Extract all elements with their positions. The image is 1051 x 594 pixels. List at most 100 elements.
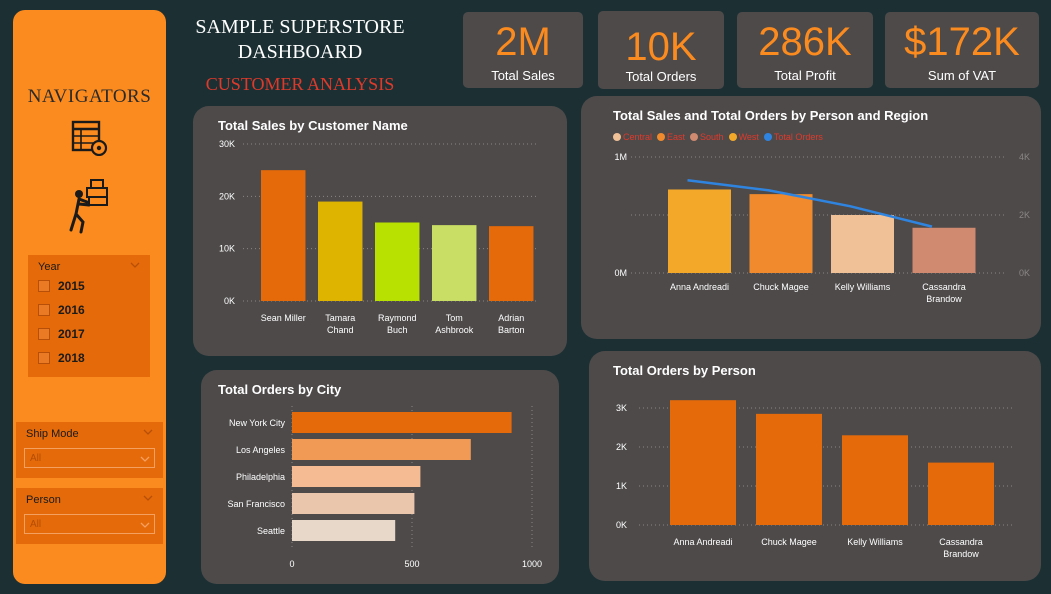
year-slicer: Year 2015 2016 2017 2018 <box>28 255 150 377</box>
legend-label: East <box>667 132 686 142</box>
bar <box>292 520 396 541</box>
chevron-down-icon[interactable] <box>143 428 153 436</box>
x-tick-label: Kelly Williams <box>835 282 891 292</box>
bar <box>375 222 420 301</box>
legend-label: West <box>738 132 759 142</box>
kpi-total-profit: 286K Total Profit <box>737 12 873 88</box>
x-tick-label: Adrian <box>498 313 524 323</box>
bar <box>912 227 976 273</box>
orders-by-city-panel[interactable]: Total Orders by City 0 500 1000 New York Ci… <box>201 370 559 584</box>
x-tick-label: 0 <box>289 559 294 569</box>
x-tick-label: Brandow <box>943 549 979 559</box>
dashboard-subtitle: CUSTOMER ANALYSIS <box>205 74 395 94</box>
legend-item[interactable]: West <box>728 132 759 142</box>
y-tick-label: 0M <box>614 268 627 278</box>
kpi-value: $172K <box>904 20 1020 64</box>
x-tick-label: Brandow <box>926 294 962 304</box>
dashboard-title-line1: SAMPLE SUPERSTORE <box>195 16 405 38</box>
navigators-title: NAVIGATORS <box>27 86 152 107</box>
ship-mode-dropdown[interactable]: All <box>24 448 155 468</box>
bar <box>261 170 306 301</box>
table-settings-icon[interactable] <box>71 120 109 156</box>
bar <box>432 225 477 301</box>
year-option-label: 2018 <box>58 351 85 365</box>
bar <box>292 493 415 514</box>
bar <box>842 435 908 525</box>
y2-tick-label: 0K <box>1019 268 1030 278</box>
chevron-down-icon[interactable] <box>140 521 150 529</box>
x-tick-label: 1000 <box>522 559 542 569</box>
legend-item[interactable]: South <box>690 132 724 142</box>
x-tick-label: Cassandra <box>939 537 983 547</box>
x-tick-label: Raymond <box>378 313 417 323</box>
legend-label: Central <box>623 132 653 142</box>
navigator-sidebar: NAVIGATORS Year 2015 2016 2017 2018 Ship… <box>13 10 166 584</box>
x-tick-label: 500 <box>404 559 419 569</box>
legend-item[interactable]: Central <box>613 132 652 142</box>
year-option-2017[interactable]: 2017 <box>38 325 85 343</box>
chevron-down-icon[interactable] <box>143 494 153 502</box>
bar <box>292 466 421 487</box>
orders-by-person-chart: 0K 1K 2K 3K Anna Andreadi Chuck Magee Kelly Wi… <box>616 400 1014 559</box>
kpi-sum-of-vat: $172K Sum of VAT <box>885 12 1039 88</box>
y-tick-label: 2K <box>616 442 627 452</box>
person-value: All <box>30 519 42 530</box>
kpi-label: Sum of VAT <box>927 68 997 83</box>
chevron-down-icon[interactable] <box>130 261 140 269</box>
bar <box>749 194 813 273</box>
legend-item[interactable]: Total Orders <box>763 132 823 142</box>
person-dropdown[interactable]: All <box>24 514 155 534</box>
x-tick-label: Kelly Williams <box>847 537 903 547</box>
year-option-2016[interactable]: 2016 <box>38 301 85 319</box>
x-tick-label: Buch <box>387 325 408 335</box>
y-tick-label: 0K <box>224 296 235 306</box>
y-tick-label: Seattle <box>257 526 285 536</box>
x-tick-label: Chand <box>327 325 354 335</box>
kpi-value: 286K <box>758 20 852 64</box>
bar <box>292 439 471 460</box>
chart-title: Total Orders by City <box>218 382 342 397</box>
year-checkbox[interactable] <box>38 280 50 292</box>
legend-marker <box>657 133 666 141</box>
ship-mode-label: Ship Mode <box>26 428 79 440</box>
x-tick-label: Anna Andreadi <box>670 282 729 292</box>
legend-marker <box>613 133 621 141</box>
bar <box>670 400 736 525</box>
y-tick-label: San Francisco <box>227 499 285 509</box>
sales-orders-by-person-region-chart: 0M 1M 0K 2K 4K Anna Andreadi Chuck Magee Kelly … <box>614 152 1030 304</box>
kpi-label: Total Profit <box>774 68 836 83</box>
sales-by-customer-chart: 0K 10K 20K 30K Sean Miller Tamara Chand Raymond… <box>219 139 538 335</box>
x-tick-label: Chuck Magee <box>753 282 809 292</box>
year-option-label: 2016 <box>58 303 85 317</box>
legend-item[interactable]: East <box>657 132 685 142</box>
sales-orders-by-person-region-panel[interactable]: Total Sales and Total Orders by Person a… <box>581 96 1041 339</box>
orders-by-person-panel[interactable]: Total Orders by Person 0K 1K 2K 3K Anna Andr… <box>589 351 1041 581</box>
y-tick-label: 1M <box>614 152 627 162</box>
y-tick-label: 1K <box>616 481 627 491</box>
year-option-label: 2015 <box>58 279 85 293</box>
kpi-label: Total Orders <box>625 69 697 84</box>
kpi-total-sales: 2M Total Sales <box>463 12 583 88</box>
chevron-down-icon[interactable] <box>140 455 150 463</box>
dashboard-title-line2: DASHBOARD <box>237 41 363 63</box>
x-tick-label: Sean Miller <box>261 313 306 323</box>
y-tick-label: Los Angeles <box>236 445 286 455</box>
year-checkbox[interactable] <box>38 352 50 364</box>
y-tick-label: 30K <box>219 139 235 149</box>
orders-by-city-chart: 0 500 1000 New York City Los Angeles Philadel… <box>227 406 542 569</box>
year-slicer-label: Year <box>38 261 61 273</box>
chart-title: Total Sales and Total Orders by Person a… <box>613 108 929 123</box>
person-label: Person <box>26 494 61 506</box>
legend-label: Total Orders <box>773 132 823 142</box>
year-option-2018[interactable]: 2018 <box>38 349 85 367</box>
bar <box>831 215 894 273</box>
year-checkbox[interactable] <box>38 328 50 340</box>
person-slicer: Person All <box>16 488 163 544</box>
sales-by-customer-panel[interactable]: Total Sales by Customer Name 0K 10K 20K 30K… <box>193 106 567 356</box>
legend-label: South <box>700 132 724 142</box>
year-option-2015[interactable]: 2015 <box>38 277 85 295</box>
y-tick-label: 3K <box>616 403 627 413</box>
ship-mode-slicer: Ship Mode All <box>16 422 163 478</box>
person-carrying-boxes-icon[interactable] <box>67 178 113 234</box>
year-checkbox[interactable] <box>38 304 50 316</box>
